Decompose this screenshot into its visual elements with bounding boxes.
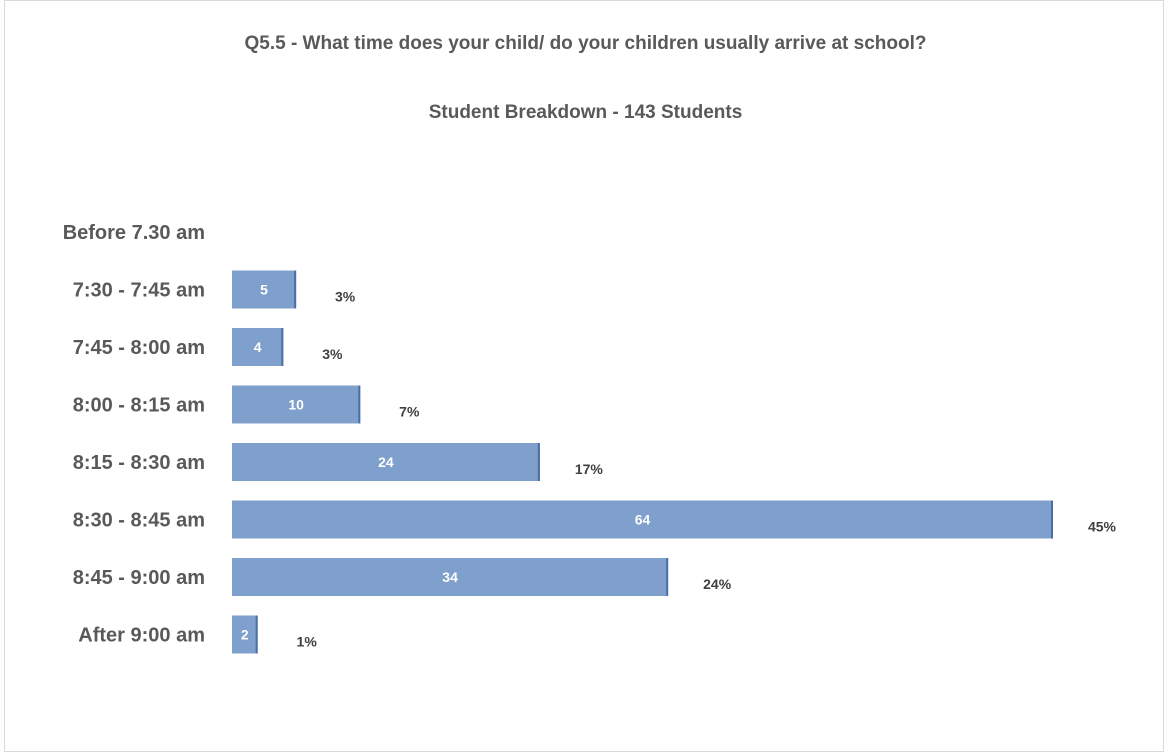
bar-value-label: 10 — [288, 397, 304, 413]
bar-value-label: 4 — [254, 339, 262, 355]
bar-value-label: 2 — [241, 627, 249, 643]
bar-value-label: 34 — [442, 569, 458, 585]
bar-value-label: 5 — [260, 282, 268, 298]
bar — [232, 270, 297, 309]
category-label: 7:45 - 8:00 am — [73, 337, 205, 359]
percent-label: 17% — [575, 461, 604, 477]
bar — [232, 328, 284, 366]
percent-label: 45% — [1088, 519, 1117, 535]
chart-title: Q5.5 - What time does your child/ do you… — [244, 33, 927, 54]
percent-label: 3% — [335, 289, 356, 305]
category-label: 8:15 - 8:30 am — [73, 452, 205, 474]
chart-subtitle: Student Breakdown - 143 Students — [428, 102, 743, 123]
percent-label: 7% — [399, 404, 420, 420]
bar — [232, 385, 361, 424]
bar-value-label: 24 — [378, 454, 394, 470]
category-label: 8:00 - 8:15 am — [73, 395, 205, 417]
bar-value-label: 64 — [635, 512, 651, 528]
bar-edge — [537, 443, 540, 481]
bar-edge — [281, 328, 284, 366]
percent-label: 24% — [703, 576, 732, 592]
bar-edge — [358, 385, 361, 424]
chart-frame — [4, 0, 1164, 752]
category-label: 7:30 - 7:45 am — [73, 280, 205, 302]
category-label: After 9:00 am — [78, 625, 205, 647]
bar-edge — [294, 270, 297, 309]
category-label: 8:45 - 9:00 am — [73, 567, 205, 589]
bar — [232, 500, 1053, 539]
bar — [232, 558, 669, 596]
category-label: 8:30 - 8:45 am — [73, 510, 205, 532]
percent-label: 1% — [297, 634, 318, 650]
bar — [232, 443, 540, 481]
bar — [232, 615, 258, 654]
bar-edge — [255, 615, 258, 654]
percent-label: 3% — [322, 346, 343, 362]
bar-edge — [1051, 500, 1053, 539]
category-label: Before 7.30 am — [63, 222, 205, 244]
bar-edge — [666, 558, 669, 596]
